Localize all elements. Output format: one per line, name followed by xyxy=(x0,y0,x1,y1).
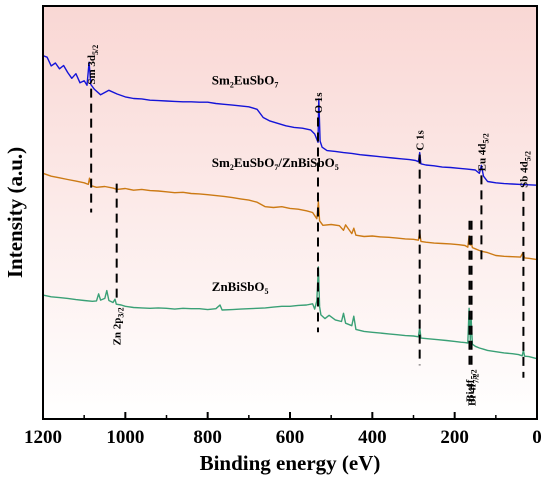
plot-background xyxy=(43,6,537,419)
x-axis-title: Binding energy (eV) xyxy=(200,451,381,475)
peak-label: O 1s xyxy=(313,92,325,114)
series-label: Sm2EuSbO7/ZnBiSbO5 xyxy=(212,155,339,172)
peak-label: Eu 4d5/2 xyxy=(476,133,490,171)
peak-label: Sm 3d5/2 xyxy=(86,45,100,85)
peak-label: Bi 4f7/2 xyxy=(467,373,481,406)
y-axis-title: Intensity (a.u.) xyxy=(3,147,27,278)
series-line-1 xyxy=(42,54,538,186)
x-tick-label: 400 xyxy=(358,427,387,448)
series-label-layer: Sm2EuSbO7 Sm2EuSbO7/ZnBiSbO5 ZnBiSbO5 xyxy=(212,72,339,296)
peak-label: C 1s xyxy=(415,129,427,150)
x-tick-layer: 1200 1000 800 600 400 200 0 xyxy=(24,412,542,448)
x-tick-label: 600 xyxy=(276,427,305,448)
x-tick-label: 200 xyxy=(440,427,469,448)
peak-label: Sb 4d5/2 xyxy=(518,151,532,188)
series-line-3 xyxy=(42,266,538,360)
peak-marker-layer: Sm 3d5/2 O 1s C 1s Eu 4d5/2 Sb 4d5/2 Zn 2p3/2… xyxy=(86,45,532,406)
x-tick-label: 1200 xyxy=(24,427,62,448)
x-tick-label: 0 xyxy=(532,427,542,448)
x-tick-label: 800 xyxy=(193,427,222,448)
series-label: ZnBiSbO5 xyxy=(212,279,269,296)
peak-label: Bi 4f5/2 xyxy=(464,369,478,402)
peak-label: Zn 2p3/2 xyxy=(112,307,126,345)
x-tick-label: 1000 xyxy=(106,427,144,448)
series-label: Sm2EuSbO7 xyxy=(212,72,279,89)
